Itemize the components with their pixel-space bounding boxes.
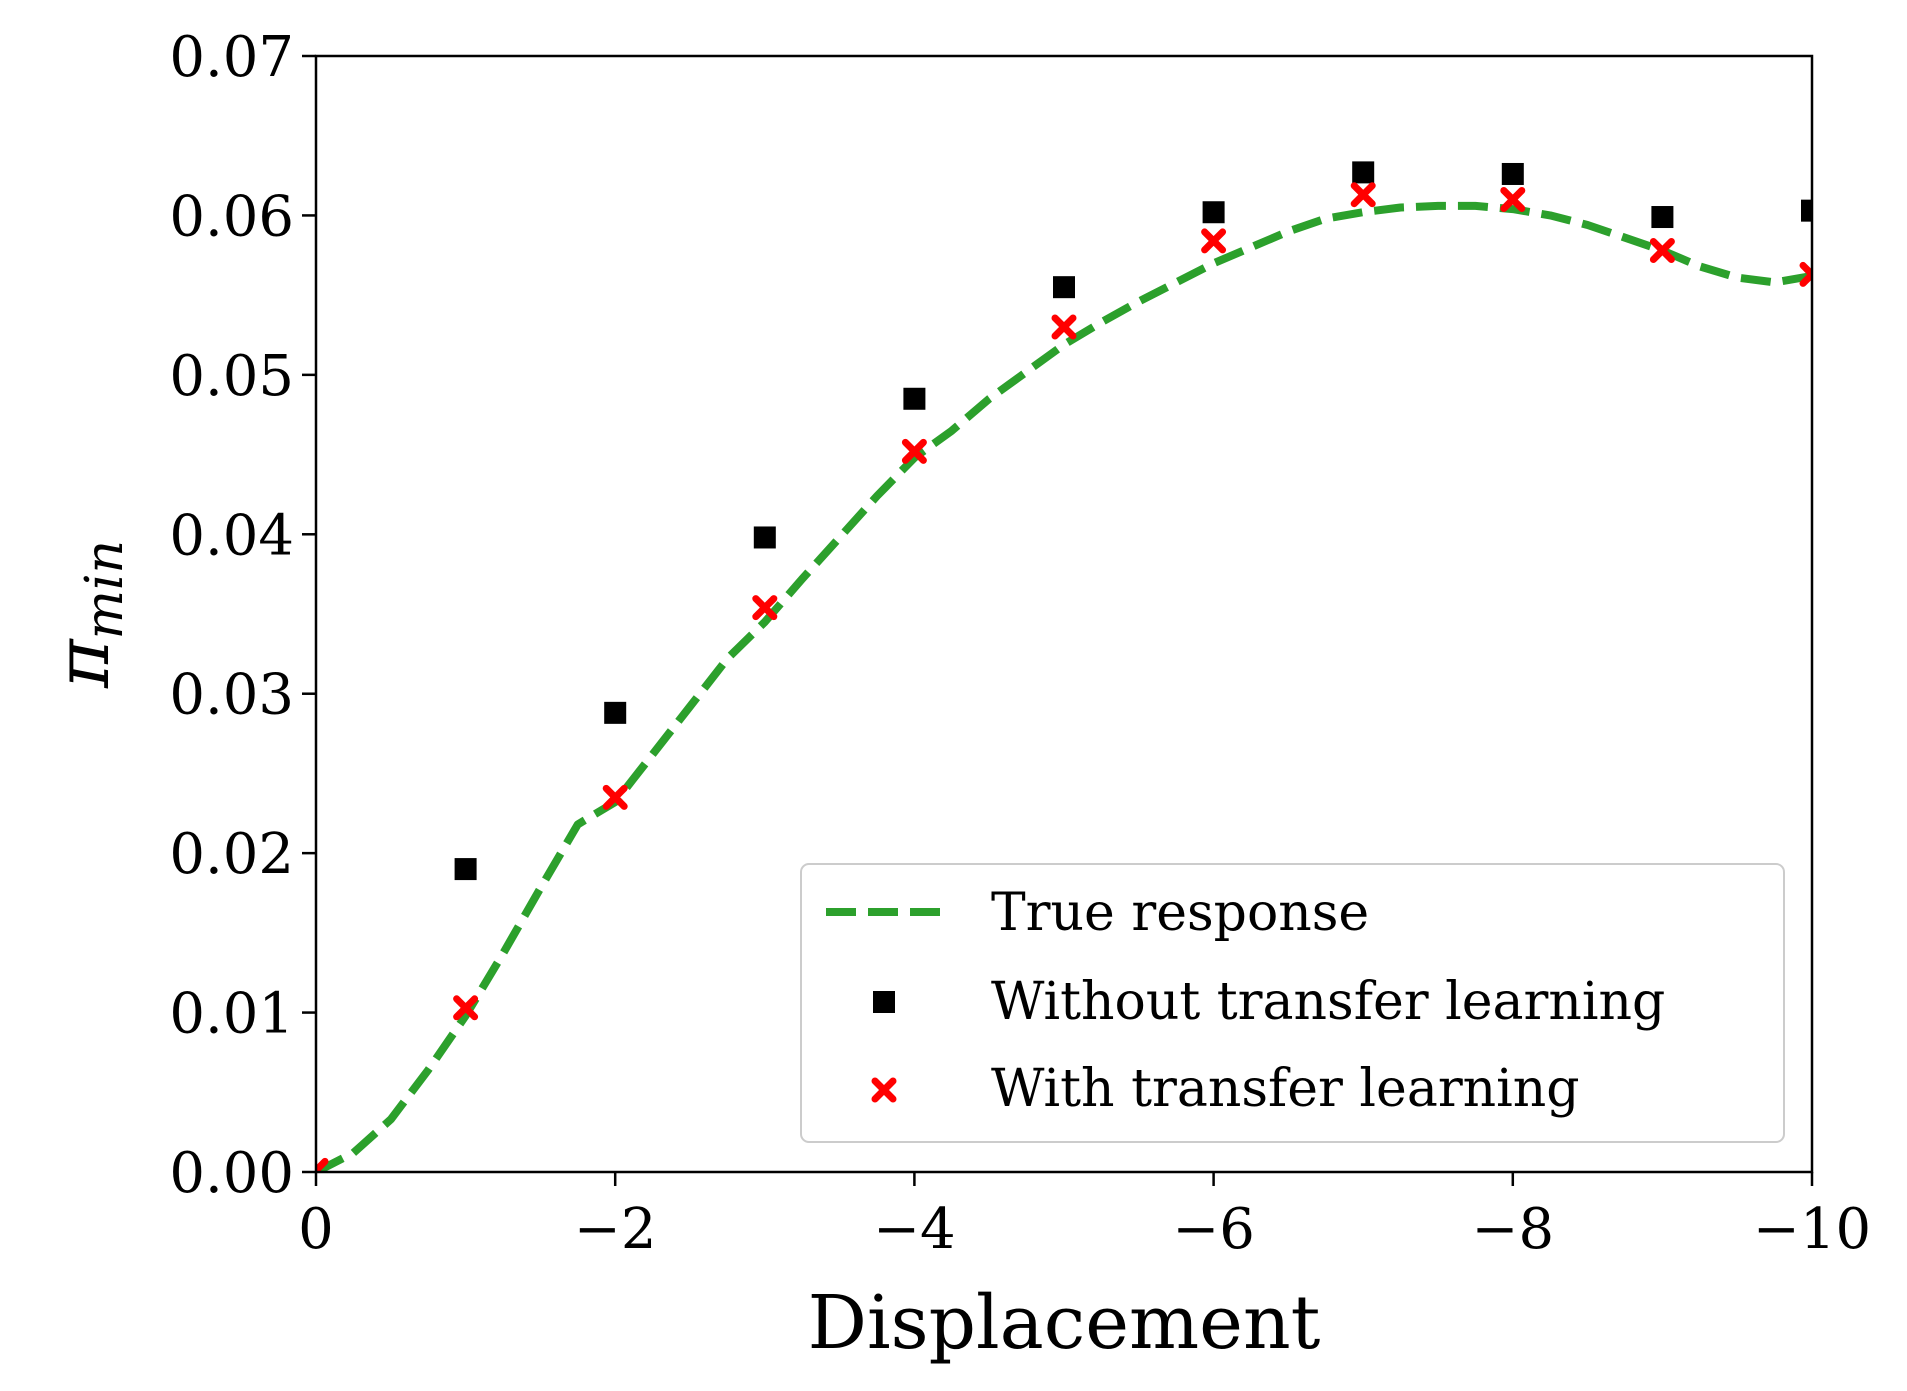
legend-swatch-with-transfer — [871, 1077, 897, 1103]
point-without-transfer — [1651, 206, 1674, 229]
y-tick-label: 0.07 — [169, 25, 294, 90]
point-without-transfer — [1053, 276, 1075, 299]
series-layer — [316, 161, 1812, 1172]
point-without-transfer — [454, 858, 477, 881]
plot-area — [314, 54, 1814, 1174]
legend-label-true-response: True response — [991, 883, 1369, 943]
point-without-transfer — [1801, 199, 1812, 222]
y-tick-label: 0.04 — [169, 503, 294, 568]
y-tick-label: 0.06 — [169, 184, 294, 249]
point-with-transfer — [1350, 182, 1376, 208]
y-tick-label: 0.02 — [169, 822, 294, 887]
x-tick-label: −2 — [574, 1197, 657, 1262]
y-axis-ticks: 0.00 0.01 0.02 0.03 0.04 0.05 0.06 0.07 — [169, 25, 316, 1206]
plot-frame — [314, 54, 1814, 1174]
legend: True response Without transfer learning … — [800, 863, 1785, 1143]
point-with-transfer — [316, 1157, 329, 1172]
point-without-transfer — [1501, 162, 1524, 185]
y-tick-label: 0.00 — [169, 1141, 294, 1206]
point-with-transfer — [901, 438, 927, 464]
y-axis-label: πmin — [40, 540, 135, 689]
y-tick-label: 0.01 — [169, 982, 294, 1047]
point-with-transfer — [1051, 314, 1077, 340]
point-with-transfer — [1649, 238, 1675, 264]
point-without-transfer — [903, 387, 926, 410]
y-tick-label: 0.03 — [169, 663, 294, 728]
point-without-transfer — [1352, 161, 1375, 184]
point-with-transfer — [1799, 261, 1812, 287]
point-with-transfer — [602, 784, 628, 810]
legend-box — [800, 863, 1785, 1143]
point-with-transfer — [752, 595, 778, 621]
point-with-transfer — [453, 995, 479, 1021]
point-without-transfer — [1202, 201, 1225, 224]
x-tick-label: −8 — [1472, 1197, 1555, 1262]
series-line-true-response — [316, 201, 1812, 1172]
x-tick-label: −10 — [1753, 1197, 1871, 1262]
x-axis-ticks: 0 −2 −4 −6 −8 −10 — [298, 1172, 1871, 1262]
y-axis-label-main: π — [40, 638, 126, 689]
point-with-transfer — [1500, 186, 1526, 212]
legend-swatch-without-transfer — [873, 991, 895, 1013]
legend-label-with-transfer: With transfer learning — [991, 1059, 1580, 1119]
point-without-transfer — [604, 701, 627, 724]
point-without-transfer — [753, 526, 776, 549]
x-tick-label: −6 — [1172, 1197, 1255, 1262]
y-axis-label-sub: min — [75, 540, 135, 639]
y-tick-label: 0.05 — [169, 344, 294, 409]
point-with-transfer — [1201, 228, 1227, 254]
legend-label-without-transfer: Without transfer learning — [991, 972, 1665, 1032]
x-tick-label: 0 — [298, 1197, 334, 1262]
x-axis-label: Displacement — [808, 1280, 1321, 1366]
x-tick-label: −4 — [873, 1197, 956, 1262]
